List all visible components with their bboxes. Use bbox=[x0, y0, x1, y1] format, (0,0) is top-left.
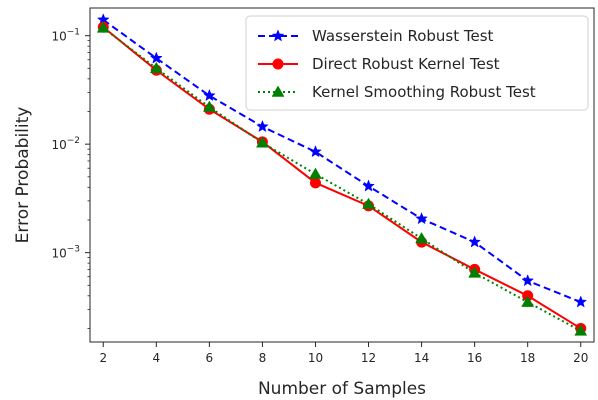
legend-label: Wasserstein Robust Test bbox=[312, 27, 494, 45]
legend-label: Direct Robust Kernel Test bbox=[312, 55, 500, 73]
data-point-circle bbox=[309, 177, 321, 189]
x-tick-label: 14 bbox=[414, 351, 429, 365]
y-tick-base: 10 bbox=[51, 247, 66, 261]
data-point-triangle bbox=[96, 21, 110, 33]
y-tick-exponent: −2 bbox=[67, 136, 80, 146]
data-point-triangle bbox=[255, 136, 269, 148]
x-tick-label: 6 bbox=[206, 351, 214, 365]
series-line bbox=[102, 27, 582, 332]
legend-marker-star bbox=[271, 29, 285, 42]
data-point-triangle bbox=[149, 61, 163, 74]
data-point-star bbox=[362, 179, 375, 192]
legend-marker-circle bbox=[272, 58, 284, 70]
x-tick-label: 18 bbox=[520, 351, 535, 365]
data-point-triangle bbox=[202, 100, 216, 112]
x-axis-ticks: 2 4 6 8 10 12 14 16 18 20 bbox=[99, 342, 588, 365]
data-point-star bbox=[203, 88, 216, 102]
data-point-triangle bbox=[362, 197, 375, 209]
x-tick-label: 12 bbox=[361, 351, 376, 365]
x-axis-label: Number of Samples bbox=[258, 379, 426, 399]
x-tick-label: 20 bbox=[573, 351, 588, 365]
series-star-0 bbox=[96, 13, 588, 308]
y-tick-exponent: −3 bbox=[67, 245, 80, 255]
legend: Wasserstein Robust Test Direct Robust Ker… bbox=[245, 15, 589, 111]
legend-item: Kernel Smoothing Robust Test bbox=[258, 83, 536, 101]
series-triangle-2 bbox=[96, 21, 588, 336]
x-tick-label: 2 bbox=[99, 351, 107, 365]
data-point-triangle bbox=[521, 295, 535, 307]
y-tick-exponent: −1 bbox=[67, 28, 80, 38]
series-layer bbox=[96, 13, 588, 336]
data-point-triangle bbox=[468, 266, 482, 278]
data-point-star bbox=[149, 51, 163, 64]
legend-item: Direct Robust Kernel Test bbox=[258, 55, 500, 73]
data-point-star bbox=[521, 274, 535, 287]
legend-box bbox=[245, 15, 589, 111]
y-tick-label: 10−2 bbox=[51, 136, 80, 152]
legend-item: Wasserstein Robust Test bbox=[258, 27, 494, 45]
legend-marker-triangle bbox=[271, 85, 285, 97]
x-tick-label: 10 bbox=[308, 351, 323, 365]
x-tick-label: 16 bbox=[467, 351, 482, 365]
y-axis-label: Error Probability bbox=[13, 107, 33, 244]
data-point-triangle bbox=[309, 167, 322, 179]
y-tick-base: 10 bbox=[51, 138, 66, 152]
data-point-triangle bbox=[574, 324, 588, 336]
y-tick-base: 10 bbox=[51, 30, 66, 44]
data-point-star bbox=[256, 119, 269, 133]
x-tick-label: 4 bbox=[152, 351, 160, 365]
x-tick-label: 8 bbox=[259, 351, 267, 365]
series-line bbox=[102, 19, 582, 304]
y-axis-ticks: 10−110−210−3 bbox=[51, 28, 90, 329]
y-tick-label: 10−1 bbox=[51, 28, 80, 44]
y-tick-label: 10−3 bbox=[51, 245, 80, 261]
data-point-star bbox=[415, 212, 428, 225]
data-point-star bbox=[574, 295, 588, 308]
legend-label: Kernel Smoothing Robust Test bbox=[312, 83, 536, 101]
data-point-triangle bbox=[415, 231, 429, 244]
data-point-star bbox=[309, 145, 322, 158]
data-point-star bbox=[468, 235, 481, 248]
series-line bbox=[102, 26, 582, 330]
